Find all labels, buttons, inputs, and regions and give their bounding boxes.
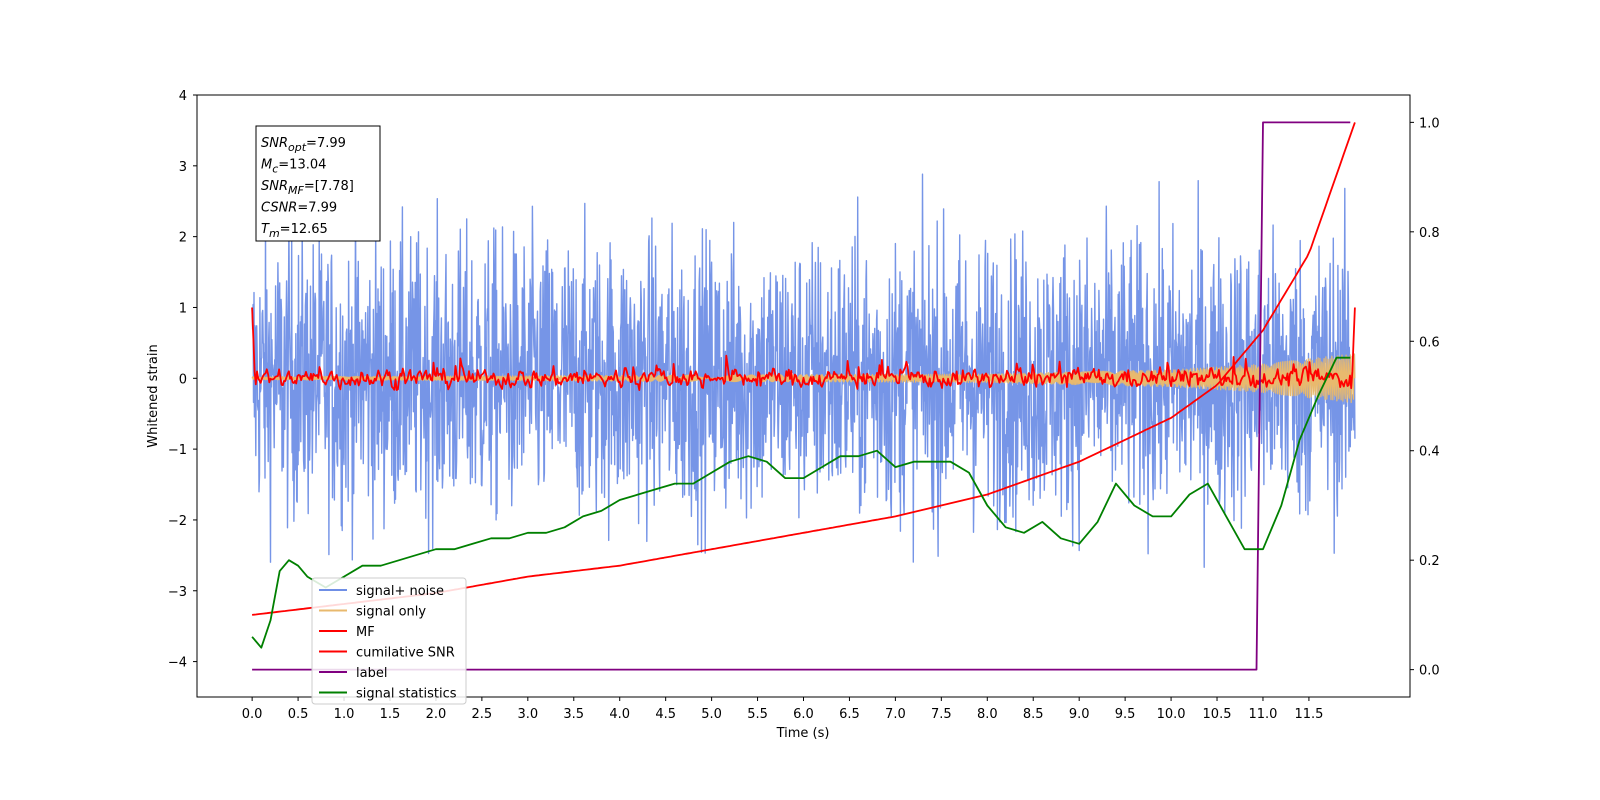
x-tick-label: 9.5 [1115,707,1136,722]
annotation-line: CSNR=7.99 [261,201,337,216]
legend-label-mf: MF [356,625,375,640]
x-tick-label: 4.0 [609,707,630,722]
x-tick-label: 2.5 [472,707,493,722]
x-tick-label: 7.5 [931,707,952,722]
x-tick-label: 9.0 [1069,707,1090,722]
y2-tick-label: 1.0 [1419,116,1440,131]
x-tick-label: 6.0 [793,707,814,722]
x-axis-label: Time (s) [776,726,830,741]
x-tick-label: 3.0 [517,707,538,722]
x-tick-label: 7.0 [885,707,906,722]
legend: signal+ noise signal only MF cumilative SNR… [311,577,467,705]
x-tick-label: 1.0 [334,707,355,722]
y-tick-label: −2 [168,514,187,529]
legend-label-cumilative-snr: cumilative SNR [356,646,455,661]
x-tick-label: 1.5 [380,707,401,722]
x-tick-label: 8.0 [977,707,998,722]
y2-tick-label: 0.2 [1419,554,1440,569]
annotation-line: Mc=13.04 [261,158,326,176]
x-tick-label: 4.5 [655,707,676,722]
annotation-frame [255,125,381,242]
legend-label-signal-statistics: signal statistics [356,687,457,702]
y2-tick-label: 0.4 [1419,445,1440,460]
x-tick-label: 5.5 [747,707,768,722]
x-tick-label: 10.5 [1203,707,1232,722]
legend-label-signal-noise: signal+ noise [356,584,444,599]
x-tick-label: 0.0 [242,707,263,722]
x-tick-label: 6.5 [839,707,860,722]
y2-tick-label: 0.8 [1419,226,1440,241]
y-axis-label: Whitened strain [146,344,161,447]
y-tick-label: 1 [179,301,187,316]
legend-frame [311,577,467,705]
legend-label-label: label [356,666,387,681]
y-tick-label: −3 [168,585,187,600]
y-tick-label: 2 [179,231,187,246]
annotation-line: Tm=12.65 [261,222,328,240]
y-tick-label: 4 [179,89,187,104]
x-tick-label: 5.0 [701,707,722,722]
y-tick-label: 3 [179,160,187,175]
y-tick-label: −4 [168,656,187,671]
y2-tick-label: 0.6 [1419,335,1440,350]
x-tick-label: 2.0 [426,707,447,722]
series-mf-line [251,307,1356,391]
axes-layer: 0.0 0.5 1.0 1.5 2.0 2.5 3.0 3.5 4.0 4.5 5.0 5.5 6.0 6… [168,89,1440,722]
x-tick-label: 11.0 [1248,707,1277,722]
x-tick-label: 0.5 [288,707,309,722]
annotation-box: SNRopt=7.99 Mc=13.04 SNRMF=[7.78] CSNR=7.99… [255,125,381,242]
y2-tick-label: 0.0 [1419,664,1440,679]
y-tick-label: −1 [168,443,187,458]
x-tick-label: 11.5 [1294,707,1323,722]
series-signal-statistics-line [251,356,1351,649]
x-tick-label: 3.5 [563,707,584,722]
series-label-line [252,121,1351,671]
annotation-line: SNRMF=[7.78] [261,179,354,197]
legend-label-signal-only: signal only [356,605,426,620]
y-tick-label: 0 [179,372,187,387]
x-tick-label: 10.0 [1157,707,1186,722]
annotation-line: SNRopt=7.99 [261,136,346,154]
x-tick-label: 8.5 [1023,707,1044,722]
